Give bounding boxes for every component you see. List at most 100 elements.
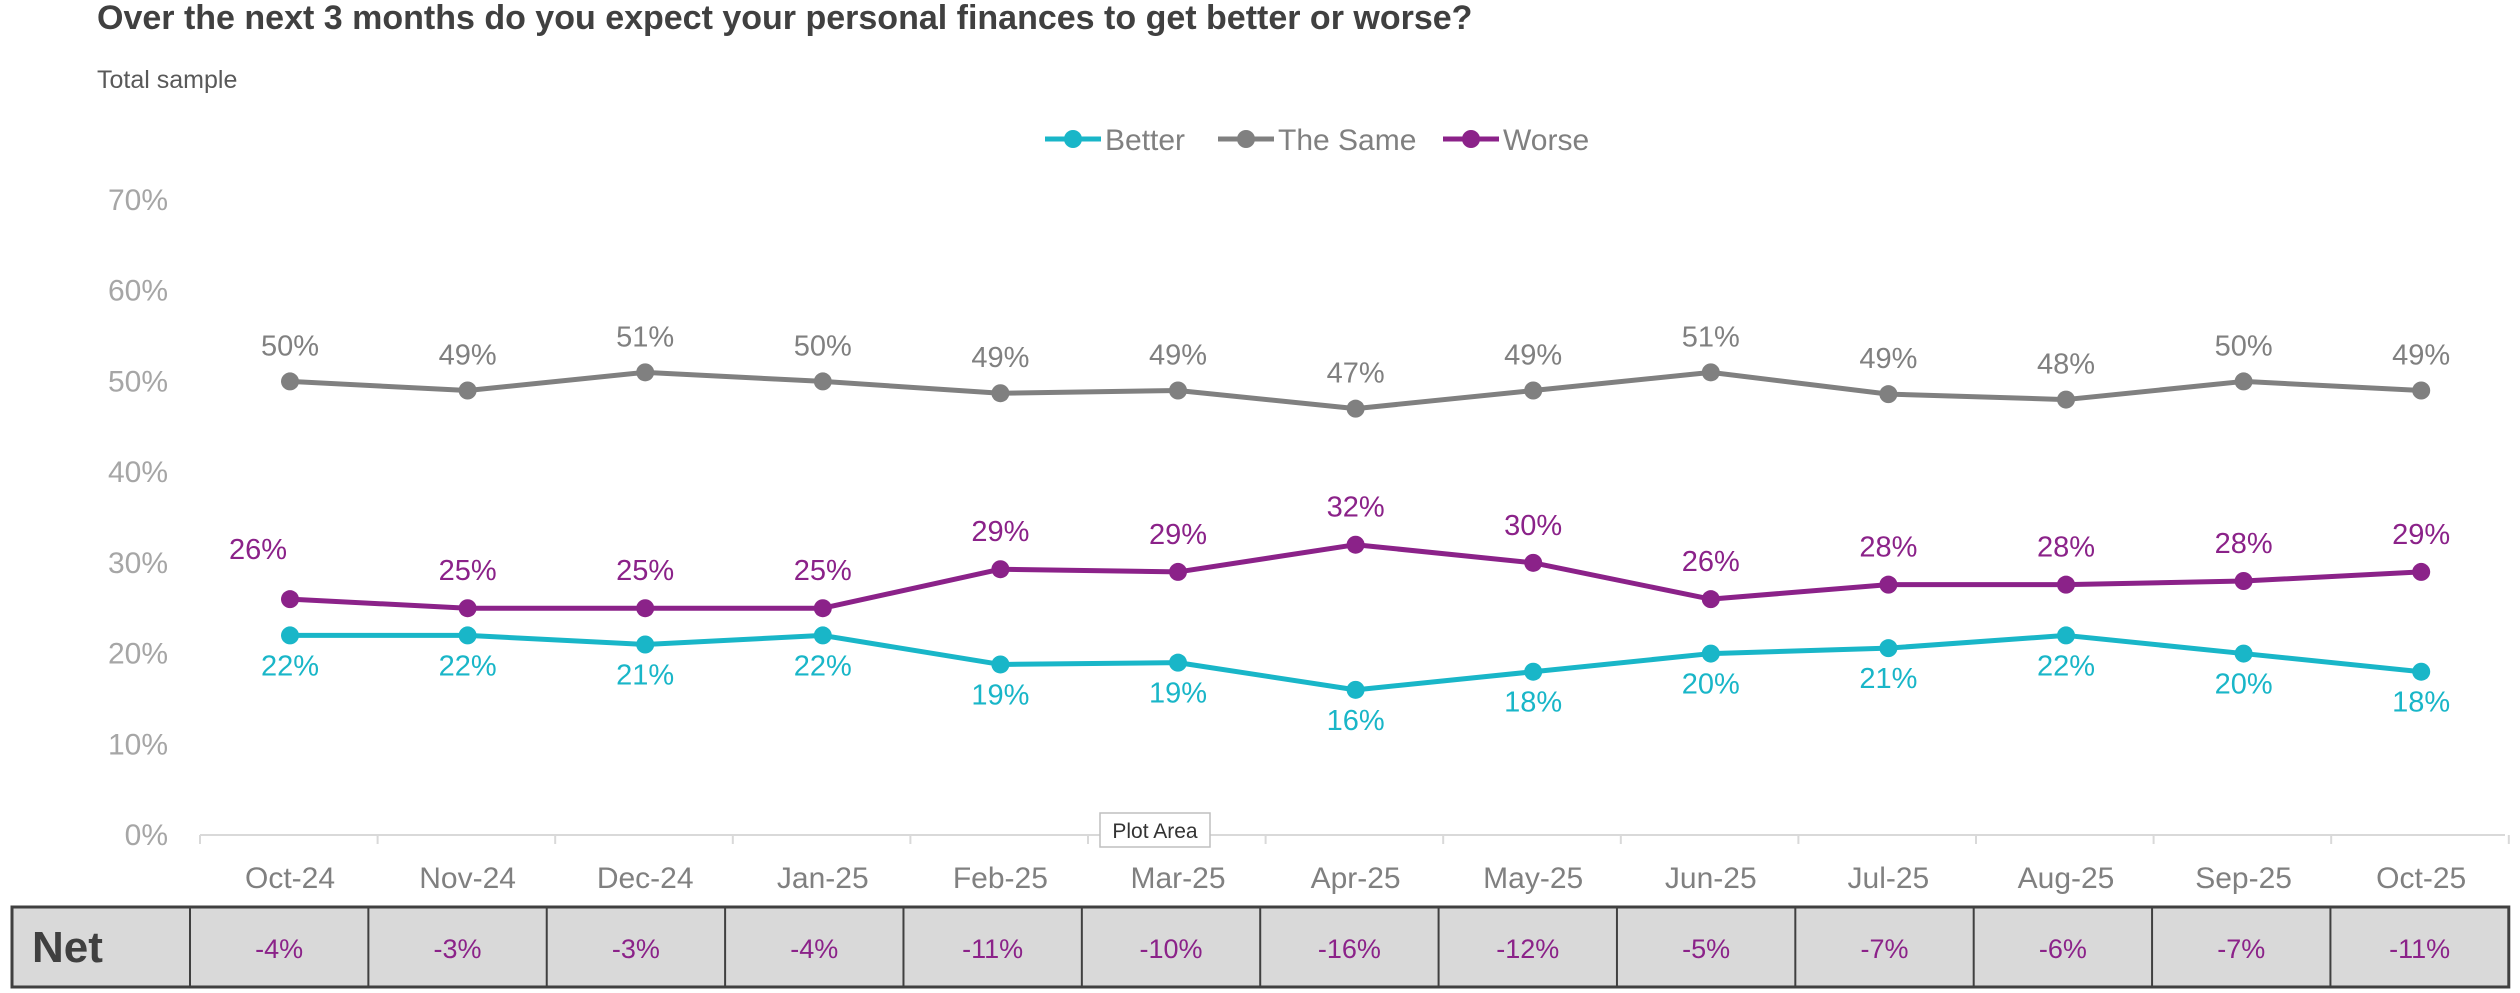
data-point	[458, 381, 477, 400]
data-point	[1524, 381, 1543, 400]
data-label: 29%	[2392, 519, 2450, 551]
data-point	[281, 590, 299, 609]
data-label: 21%	[616, 660, 674, 692]
data-point	[2057, 575, 2075, 594]
data-label: 19%	[1149, 678, 1207, 710]
data-point	[636, 363, 655, 382]
data-label: 30%	[1504, 510, 1562, 542]
data-point	[458, 626, 477, 645]
data-label: 50%	[794, 330, 852, 362]
data-label: 51%	[1682, 321, 1740, 353]
data-point	[1169, 381, 1187, 400]
data-label: 29%	[1149, 519, 1207, 551]
x-tick-label: Aug-25	[2018, 862, 2115, 895]
data-point	[2412, 662, 2431, 681]
data-label: 26%	[1682, 546, 1740, 578]
y-tick-label: 0%	[125, 819, 168, 852]
y-tick-label: 10%	[108, 728, 168, 761]
series-line	[289, 542, 2422, 611]
data-label: 28%	[2037, 532, 2095, 564]
net-value: -11%	[2389, 934, 2450, 964]
net-value: -7%	[2217, 934, 2265, 964]
data-label: 50%	[2215, 330, 2273, 362]
data-label: 26%	[229, 534, 287, 566]
legend-marker	[1462, 130, 1480, 148]
data-label: 51%	[616, 321, 674, 353]
x-axis: Oct-24 Nov-24 Dec-24 Jan-25 Feb-25 Mar-25 Apr-…	[199, 834, 2510, 895]
data-label: 47%	[1327, 358, 1385, 390]
data-label: 29%	[971, 516, 1029, 548]
x-tick-label: Apr-25	[1311, 862, 1401, 895]
data-point	[1524, 662, 1543, 681]
data-label: 16%	[1327, 705, 1385, 737]
data-point	[2057, 390, 2075, 409]
data-point	[1701, 590, 1720, 609]
data-point	[2412, 381, 2431, 400]
legend-marker	[1237, 130, 1255, 148]
chart-title: Over the next 3 months do you expect you…	[97, 0, 1472, 37]
x-tick-label: Jul-25	[1848, 862, 1930, 895]
y-tick-label: 60%	[108, 275, 168, 308]
x-tick-label: May-25	[1483, 862, 1583, 895]
y-tick-label: 70%	[108, 184, 168, 217]
legend-item-better: Better	[1045, 124, 1185, 157]
series-better: 22% 22% 21% 22% 19% 19% 16% 18% 20% 21% 22% 20% 18%	[261, 626, 2450, 737]
data-point	[1169, 653, 1187, 672]
net-value: -4%	[790, 934, 838, 964]
legend-label: Better	[1105, 124, 1185, 157]
data-label: 25%	[794, 555, 852, 587]
data-label: 22%	[261, 650, 319, 682]
data-label: 50%	[261, 330, 319, 362]
data-point	[2234, 644, 2253, 663]
data-point	[1346, 535, 1365, 554]
data-label: 21%	[1859, 663, 1917, 695]
y-tick-label: 30%	[108, 547, 168, 580]
data-point	[2234, 372, 2253, 391]
y-axis: 0% 10% 20% 30% 40% 50% 60% 70%	[108, 184, 168, 852]
x-tick-label: Nov-24	[419, 862, 516, 895]
data-point	[2234, 572, 2253, 590]
data-label: 49%	[439, 340, 497, 372]
data-label: 22%	[439, 650, 497, 682]
data-point	[458, 599, 477, 618]
data-point	[636, 599, 655, 618]
data-label: 48%	[2037, 349, 2095, 381]
data-label: 49%	[1859, 343, 1917, 375]
net-row-header: Net	[32, 923, 103, 972]
data-point	[991, 560, 1010, 579]
chart-subtitle: Total sample	[97, 66, 237, 94]
data-point	[813, 372, 832, 391]
y-tick-label: 50%	[108, 365, 168, 398]
data-point	[813, 626, 832, 645]
x-tick-label: Oct-24	[245, 862, 335, 895]
net-table: Net -4% -3% -3% -4% -11% -10% -16% -12% -5% -7% -6%…	[10, 905, 2511, 989]
net-value: -3%	[434, 934, 482, 964]
data-label: 20%	[2215, 669, 2273, 701]
data-point	[1169, 562, 1187, 581]
data-label: 32%	[1327, 492, 1385, 524]
data-label: 22%	[794, 650, 852, 682]
data-point	[1701, 644, 1720, 663]
data-point	[1879, 575, 1898, 594]
data-label: 49%	[1149, 340, 1207, 372]
data-label: 28%	[1859, 532, 1917, 564]
data-label: 49%	[2392, 340, 2450, 372]
data-point	[1346, 399, 1365, 418]
legend-item-worse: Worse	[1443, 124, 1589, 157]
legend-marker	[1064, 130, 1082, 148]
data-label: 25%	[616, 555, 674, 587]
net-value: -16%	[1318, 934, 1381, 964]
data-point	[1701, 363, 1720, 382]
net-value: -12%	[1496, 934, 1559, 964]
x-tick-label: Jan-25	[777, 862, 869, 895]
legend-label: Worse	[1503, 124, 1589, 157]
data-point	[1524, 553, 1543, 572]
data-label: 49%	[1504, 340, 1562, 372]
plot-area-tooltip: Plot Area	[1099, 812, 1211, 848]
data-point	[1879, 385, 1898, 404]
net-value: -5%	[1682, 934, 1730, 964]
data-label: 28%	[2215, 528, 2273, 560]
net-value: -3%	[612, 934, 660, 964]
net-value: -4%	[255, 934, 303, 964]
